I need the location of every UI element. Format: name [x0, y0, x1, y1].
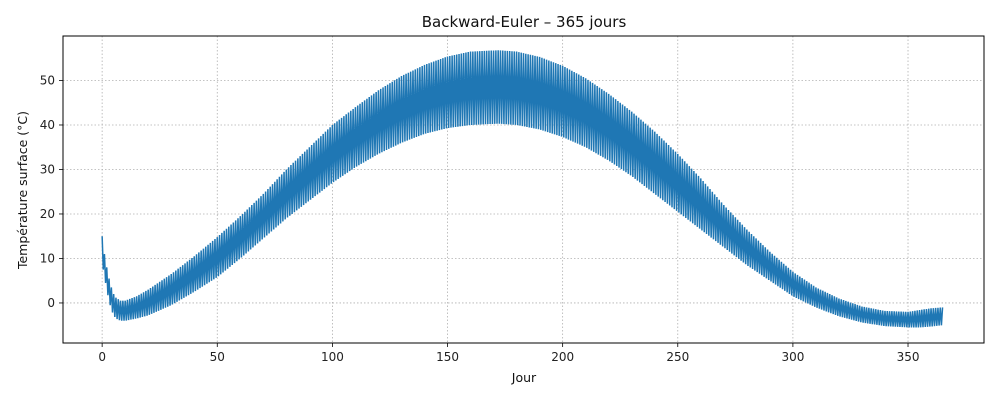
y-tick-label: 20	[40, 207, 55, 221]
y-tick-label: 0	[47, 296, 55, 310]
x-tick-label: 250	[666, 350, 689, 364]
plot-area	[101, 50, 944, 328]
y-axis-title: Température surface (°C)	[15, 111, 30, 270]
ticks: 0 50 100 150 200 250 300 350 0 10 20 30 40 50	[40, 73, 920, 364]
x-tick-label: 300	[781, 350, 804, 364]
x-tick-label: 50	[210, 350, 225, 364]
y-tick-label: 40	[40, 118, 55, 132]
x-tick-label: 100	[321, 350, 344, 364]
x-tick-label: 150	[436, 350, 459, 364]
chart-title: Backward-Euler – 365 jours	[422, 13, 627, 31]
x-tick-label: 350	[897, 350, 920, 364]
plot-frame	[62, 35, 985, 344]
temperature-series-line	[101, 50, 944, 328]
x-tick-label: 200	[551, 350, 574, 364]
x-axis-title: Jour	[511, 370, 537, 385]
y-tick-label: 30	[40, 162, 55, 176]
y-tick-label: 10	[40, 251, 55, 265]
grid	[63, 36, 984, 343]
x-tick-label: 0	[98, 350, 106, 364]
y-tick-label: 50	[40, 73, 55, 87]
